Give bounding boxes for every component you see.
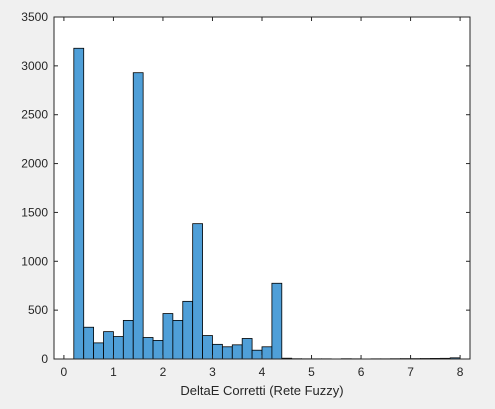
histogram-bar	[104, 332, 114, 359]
x-tick-label: 1	[110, 365, 117, 379]
histogram-bar	[203, 336, 213, 359]
x-tick-label: 4	[259, 365, 266, 379]
y-tick-label: 1500	[21, 205, 48, 219]
histogram-bar	[222, 347, 232, 359]
x-tick-label: 0	[61, 365, 68, 379]
histogram-bar	[252, 350, 262, 359]
histogram-bar	[183, 301, 193, 359]
y-tick-label: 3000	[21, 59, 48, 73]
y-tick-label: 0	[41, 352, 48, 366]
histogram-bar	[153, 340, 163, 359]
axes-background	[54, 17, 470, 359]
histogram-bar	[143, 338, 153, 360]
x-tick-label: 2	[160, 365, 167, 379]
histogram-bar	[242, 338, 252, 359]
histogram-bar	[262, 347, 272, 359]
x-tick-label: 3	[209, 365, 216, 379]
histogram-bar	[113, 337, 123, 359]
histogram-bar	[232, 345, 242, 359]
histogram-bar	[193, 224, 203, 359]
x-tick-label: 5	[308, 365, 315, 379]
x-tick-label: 7	[407, 365, 414, 379]
histogram-bar	[133, 73, 143, 359]
histogram-bar	[74, 48, 84, 359]
histogram-bar	[272, 283, 282, 359]
x-tick-label: 6	[358, 365, 365, 379]
y-tick-label: 500	[28, 303, 48, 317]
y-tick-label: 2000	[21, 157, 48, 171]
histogram-bar	[173, 320, 183, 359]
y-tick-label: 2500	[21, 108, 48, 122]
x-axis-label: DeltaE Corretti (Rete Fuzzy)	[180, 383, 343, 398]
x-tick-label: 8	[457, 365, 464, 379]
histogram-bar	[94, 343, 104, 359]
histogram-bar	[123, 320, 133, 359]
y-tick-label: 3500	[21, 10, 48, 24]
y-tick-label: 1000	[21, 254, 48, 268]
histogram-bar	[84, 327, 94, 359]
histogram-bar	[212, 344, 222, 359]
histogram-bar	[163, 314, 173, 359]
